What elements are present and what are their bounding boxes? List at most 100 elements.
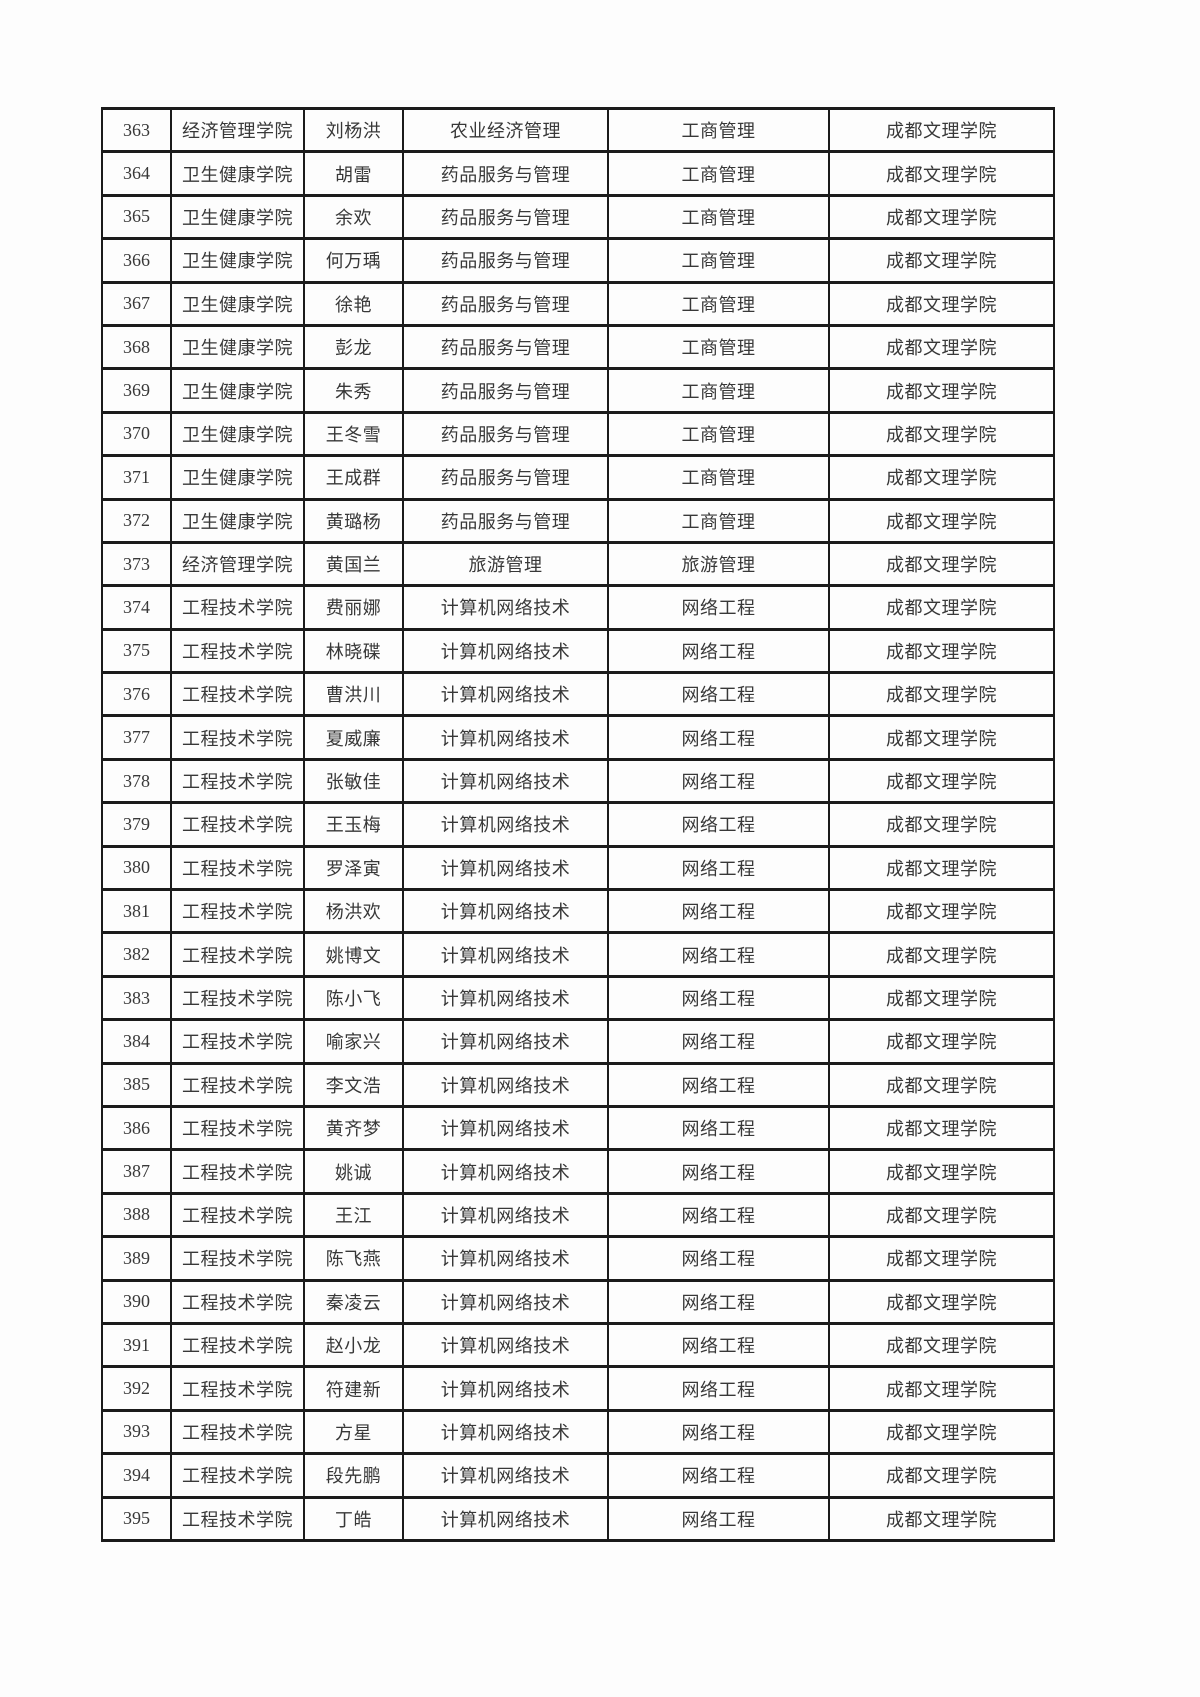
cell-college: 工程技术学院	[170, 671, 305, 718]
cell-student-name: 曹洪川	[303, 671, 404, 718]
table-row: 377 工程技术学院 夏威廉 计算机网络技术 网络工程 成都文理学院	[101, 714, 1055, 761]
cell-university: 成都文理学院	[828, 497, 1055, 544]
cell-university: 成都文理学院	[828, 1365, 1055, 1412]
table-row: 367 卫生健康学院 徐艳 药品服务与管理 工商管理 成都文理学院	[101, 280, 1055, 327]
cell-enrolled-major: 药品服务与管理	[402, 237, 609, 284]
cell-college: 工程技术学院	[170, 1495, 305, 1542]
cell-enrolled-major: 计算机网络技术	[402, 974, 609, 1022]
cell-university: 成都文理学院	[828, 1452, 1055, 1499]
table-row: 387 工程技术学院 姚诚 计算机网络技术 网络工程 成都文理学院	[101, 1148, 1055, 1195]
cell-college: 工程技术学院	[170, 714, 305, 761]
table-row: 365 卫生健康学院 余欢 药品服务与管理 工商管理 成都文理学院	[101, 193, 1055, 241]
cell-serial-number: 381	[101, 888, 172, 935]
cell-university: 成都文理学院	[828, 150, 1055, 197]
table-row: 392 工程技术学院 符建新 计算机网络技术 网络工程 成都文理学院	[101, 1365, 1055, 1412]
cell-enrolled-major: 计算机网络技术	[402, 1235, 609, 1282]
cell-admitted-major: 网络工程	[607, 844, 830, 892]
table-row: 394 工程技术学院 段先鹏 计算机网络技术 网络工程 成都文理学院	[101, 1452, 1055, 1499]
cell-college: 工程技术学院	[170, 801, 305, 848]
cell-student-name: 方星	[303, 1408, 404, 1456]
cell-student-name: 李文浩	[303, 1061, 404, 1108]
cell-student-name: 姚博文	[303, 931, 404, 978]
cell-admitted-major: 工商管理	[607, 193, 830, 241]
cell-college: 工程技术学院	[170, 1191, 305, 1239]
cell-serial-number: 363	[101, 106, 172, 154]
cell-admitted-major: 网络工程	[607, 1408, 830, 1456]
cell-university: 成都文理学院	[828, 280, 1055, 327]
cell-enrolled-major: 计算机网络技术	[402, 888, 609, 935]
cell-university: 成都文理学院	[828, 801, 1055, 848]
table-row: 371 卫生健康学院 王成群 药品服务与管理 工商管理 成都文理学院	[101, 454, 1055, 501]
table-row: 382 工程技术学院 姚博文 计算机网络技术 网络工程 成都文理学院	[101, 931, 1055, 978]
cell-enrolled-major: 计算机网络技术	[402, 1495, 609, 1542]
cell-enrolled-major: 计算机网络技术	[402, 1148, 609, 1195]
cell-college: 工程技术学院	[170, 1235, 305, 1282]
cell-admitted-major: 网络工程	[607, 1148, 830, 1195]
cell-admitted-major: 工商管理	[607, 323, 830, 371]
cell-college: 工程技术学院	[170, 974, 305, 1022]
cell-admitted-major: 网络工程	[607, 584, 830, 631]
cell-university: 成都文理学院	[828, 237, 1055, 284]
cell-admitted-major: 网络工程	[607, 888, 830, 935]
cell-college: 工程技术学院	[170, 1408, 305, 1456]
cell-college: 经济管理学院	[170, 540, 305, 588]
cell-university: 成都文理学院	[828, 410, 1055, 458]
table-row: 379 工程技术学院 王玉梅 计算机网络技术 网络工程 成都文理学院	[101, 801, 1055, 848]
cell-enrolled-major: 计算机网络技术	[402, 1321, 609, 1369]
cell-admitted-major: 工商管理	[607, 367, 830, 414]
cell-serial-number: 388	[101, 1191, 172, 1239]
cell-university: 成都文理学院	[828, 1495, 1055, 1542]
table-row: 395 工程技术学院 丁皓 计算机网络技术 网络工程 成都文理学院	[101, 1495, 1055, 1542]
table-row: 368 卫生健康学院 彭龙 药品服务与管理 工商管理 成都文理学院	[101, 323, 1055, 371]
table-row: 366 卫生健康学院 何万瑀 药品服务与管理 工商管理 成都文理学院	[101, 237, 1055, 284]
table-row: 369 卫生健康学院 朱秀 药品服务与管理 工商管理 成都文理学院	[101, 367, 1055, 414]
cell-student-name: 王成群	[303, 454, 404, 501]
cell-admitted-major: 网络工程	[607, 1061, 830, 1108]
cell-admitted-major: 工商管理	[607, 410, 830, 458]
cell-student-name: 符建新	[303, 1365, 404, 1412]
table-row: 391 工程技术学院 赵小龙 计算机网络技术 网络工程 成都文理学院	[101, 1321, 1055, 1369]
cell-enrolled-major: 药品服务与管理	[402, 150, 609, 197]
cell-university: 成都文理学院	[828, 540, 1055, 588]
cell-college: 卫生健康学院	[170, 280, 305, 327]
cell-admitted-major: 工商管理	[607, 237, 830, 284]
cell-college: 卫生健康学院	[170, 237, 305, 284]
cell-student-name: 徐艳	[303, 280, 404, 327]
cell-student-name: 丁皓	[303, 1495, 404, 1542]
table-row: 375 工程技术学院 林晓碟 计算机网络技术 网络工程 成都文理学院	[101, 627, 1055, 675]
cell-student-name: 黄齐梦	[303, 1104, 404, 1152]
cell-serial-number: 395	[101, 1495, 172, 1542]
table-row: 384 工程技术学院 喻家兴 计算机网络技术 网络工程 成都文理学院	[101, 1018, 1055, 1065]
cell-student-name: 张敏佳	[303, 757, 404, 805]
cell-enrolled-major: 计算机网络技术	[402, 1191, 609, 1239]
cell-enrolled-major: 计算机网络技术	[402, 584, 609, 631]
cell-enrolled-major: 计算机网络技术	[402, 1104, 609, 1152]
table-row: 373 经济管理学院 黄国兰 旅游管理 旅游管理 成都文理学院	[101, 540, 1055, 588]
cell-enrolled-major: 药品服务与管理	[402, 323, 609, 371]
cell-enrolled-major: 农业经济管理	[402, 106, 609, 154]
cell-serial-number: 371	[101, 454, 172, 501]
cell-university: 成都文理学院	[828, 323, 1055, 371]
cell-student-name: 何万瑀	[303, 237, 404, 284]
cell-university: 成都文理学院	[828, 1061, 1055, 1108]
cell-admitted-major: 网络工程	[607, 757, 830, 805]
cell-college: 工程技术学院	[170, 931, 305, 978]
cell-university: 成都文理学院	[828, 931, 1055, 978]
cell-student-name: 林晓碟	[303, 627, 404, 675]
cell-university: 成都文理学院	[828, 1018, 1055, 1065]
cell-university: 成都文理学院	[828, 1235, 1055, 1282]
cell-college: 工程技术学院	[170, 627, 305, 675]
cell-enrolled-major: 旅游管理	[402, 540, 609, 588]
cell-college: 工程技术学院	[170, 844, 305, 892]
cell-enrolled-major: 药品服务与管理	[402, 367, 609, 414]
cell-college: 卫生健康学院	[170, 323, 305, 371]
cell-serial-number: 374	[101, 584, 172, 631]
cell-admitted-major: 网络工程	[607, 1018, 830, 1065]
cell-admitted-major: 网络工程	[607, 974, 830, 1022]
cell-enrolled-major: 计算机网络技术	[402, 1365, 609, 1412]
cell-enrolled-major: 计算机网络技术	[402, 931, 609, 978]
table-body: 363 经济管理学院 刘杨洪 农业经济管理 工商管理 成都文理学院 364 卫生…	[101, 106, 1055, 1542]
cell-admitted-major: 网络工程	[607, 1365, 830, 1412]
cell-enrolled-major: 计算机网络技术	[402, 1061, 609, 1108]
